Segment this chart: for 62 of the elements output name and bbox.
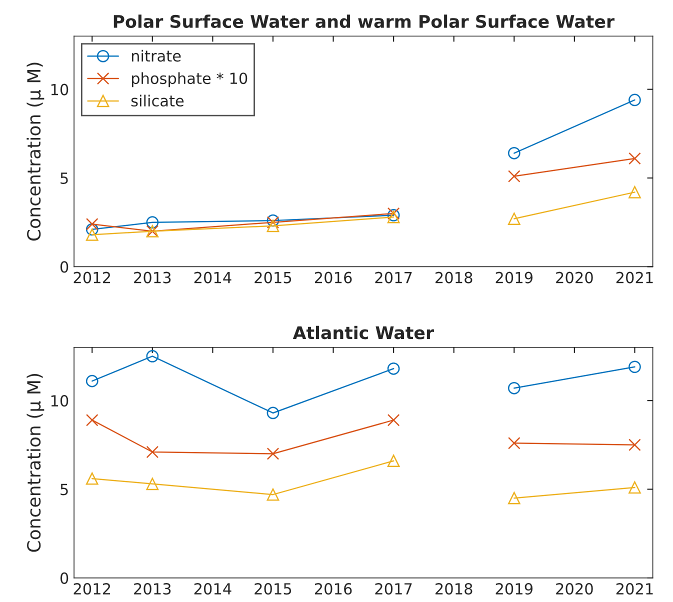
y-tick-label: 10: [51, 395, 68, 407]
point: [86, 374, 98, 388]
point: [628, 360, 641, 374]
point: [266, 488, 280, 501]
x-tick-label: 2013: [134, 272, 171, 284]
x-tick-label: 2012: [74, 583, 110, 595]
x-tick-label: 2015: [254, 272, 292, 284]
x-tick-label: 2014: [194, 272, 232, 284]
x-tick-label: 2021: [616, 272, 653, 284]
point: [146, 446, 159, 458]
x-tick-label: 2015: [254, 583, 292, 595]
y-tick-label: 0: [60, 572, 68, 584]
point: [266, 448, 280, 460]
x-tick-label: 2018: [436, 272, 472, 284]
x-tick-label: 2014: [194, 583, 232, 595]
point: [508, 146, 520, 160]
legend-label: nitrate: [132, 50, 181, 62]
x-tick-label: 2017: [375, 272, 412, 284]
y-tick-label: 5: [60, 484, 68, 496]
point: [508, 382, 520, 394]
y-axis-title: Concentration (μ M): [26, 374, 44, 552]
x-tick-label: 2012: [74, 272, 110, 284]
point: [146, 478, 159, 490]
point: [146, 350, 159, 362]
point: [266, 406, 280, 420]
x-tick-label: 2020: [556, 272, 593, 284]
x-tick-label: 2016: [314, 583, 352, 595]
chart-title: Atlantic Water: [292, 326, 434, 340]
point: [86, 472, 98, 485]
y-tick-label: 5: [60, 172, 68, 184]
point: [508, 170, 520, 182]
x-tick-label: 2016: [314, 272, 352, 284]
point: [387, 454, 400, 468]
x-tick-label: 2017: [375, 583, 412, 595]
point: [628, 186, 641, 198]
point: [508, 492, 520, 504]
point: [387, 362, 400, 375]
point: [86, 223, 98, 236]
point: [86, 228, 98, 241]
x-tick-label: 2021: [616, 583, 653, 595]
chart-title: Polar Surface Water and warm Polar Surface Water: [114, 14, 614, 28]
point: [387, 414, 400, 426]
y-axis-title: Concentration (μ M): [26, 62, 44, 241]
x-tick-label: 2019: [496, 583, 533, 595]
point: [628, 481, 641, 494]
point: [628, 152, 641, 165]
y-tick-label: 10: [51, 84, 68, 96]
x-tick-label: 2020: [556, 583, 593, 595]
x-tick-label: 2013: [134, 583, 171, 595]
point: [628, 438, 641, 452]
point: [508, 436, 520, 450]
legend-label: silicate: [131, 94, 184, 107]
y-tick-label: 0: [60, 261, 68, 273]
x-tick-label: 2019: [496, 272, 533, 284]
point: [146, 216, 159, 229]
point: [628, 94, 641, 106]
point: [86, 414, 98, 426]
point: [266, 220, 280, 232]
point: [86, 218, 98, 230]
point: [508, 212, 520, 225]
x-tick-label: 2018: [436, 583, 472, 595]
legend-label: phosphate * 10: [132, 72, 248, 88]
